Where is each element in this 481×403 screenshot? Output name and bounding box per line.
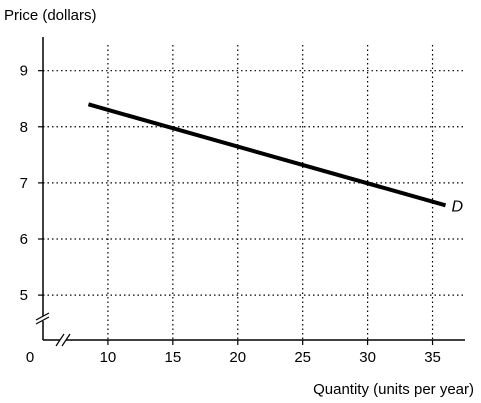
x-tick-label-25: 25 bbox=[294, 349, 311, 366]
y-tick-label-9: 9 bbox=[20, 63, 28, 80]
ticks: 10 15 20 25 30 35 5 6 7 8 9 bbox=[20, 63, 441, 366]
x-tick-label-15: 15 bbox=[165, 349, 182, 366]
origin-label: 0 bbox=[26, 349, 34, 366]
y-tick-label-6: 6 bbox=[20, 231, 28, 248]
x-tick-label-20: 20 bbox=[229, 349, 246, 366]
x-axis-title: Quantity (units per year) bbox=[313, 381, 474, 398]
axes bbox=[35, 37, 465, 347]
grid bbox=[43, 45, 465, 340]
x-tick-label-30: 30 bbox=[359, 349, 376, 366]
x-axis-break bbox=[55, 333, 71, 347]
y-tick-label-8: 8 bbox=[20, 119, 28, 136]
y-tick-label-5: 5 bbox=[20, 287, 28, 304]
y-tick-label-7: 7 bbox=[20, 175, 28, 192]
x-tick-label-35: 35 bbox=[424, 349, 441, 366]
series-layer: D bbox=[87, 102, 464, 215]
x-tick-label-10: 10 bbox=[100, 349, 117, 366]
demand-curve-label: D bbox=[452, 198, 464, 215]
demand-curve-line bbox=[87, 102, 447, 208]
y-axis-title: Price (dollars) bbox=[4, 7, 97, 24]
y-axis-break bbox=[35, 312, 50, 325]
